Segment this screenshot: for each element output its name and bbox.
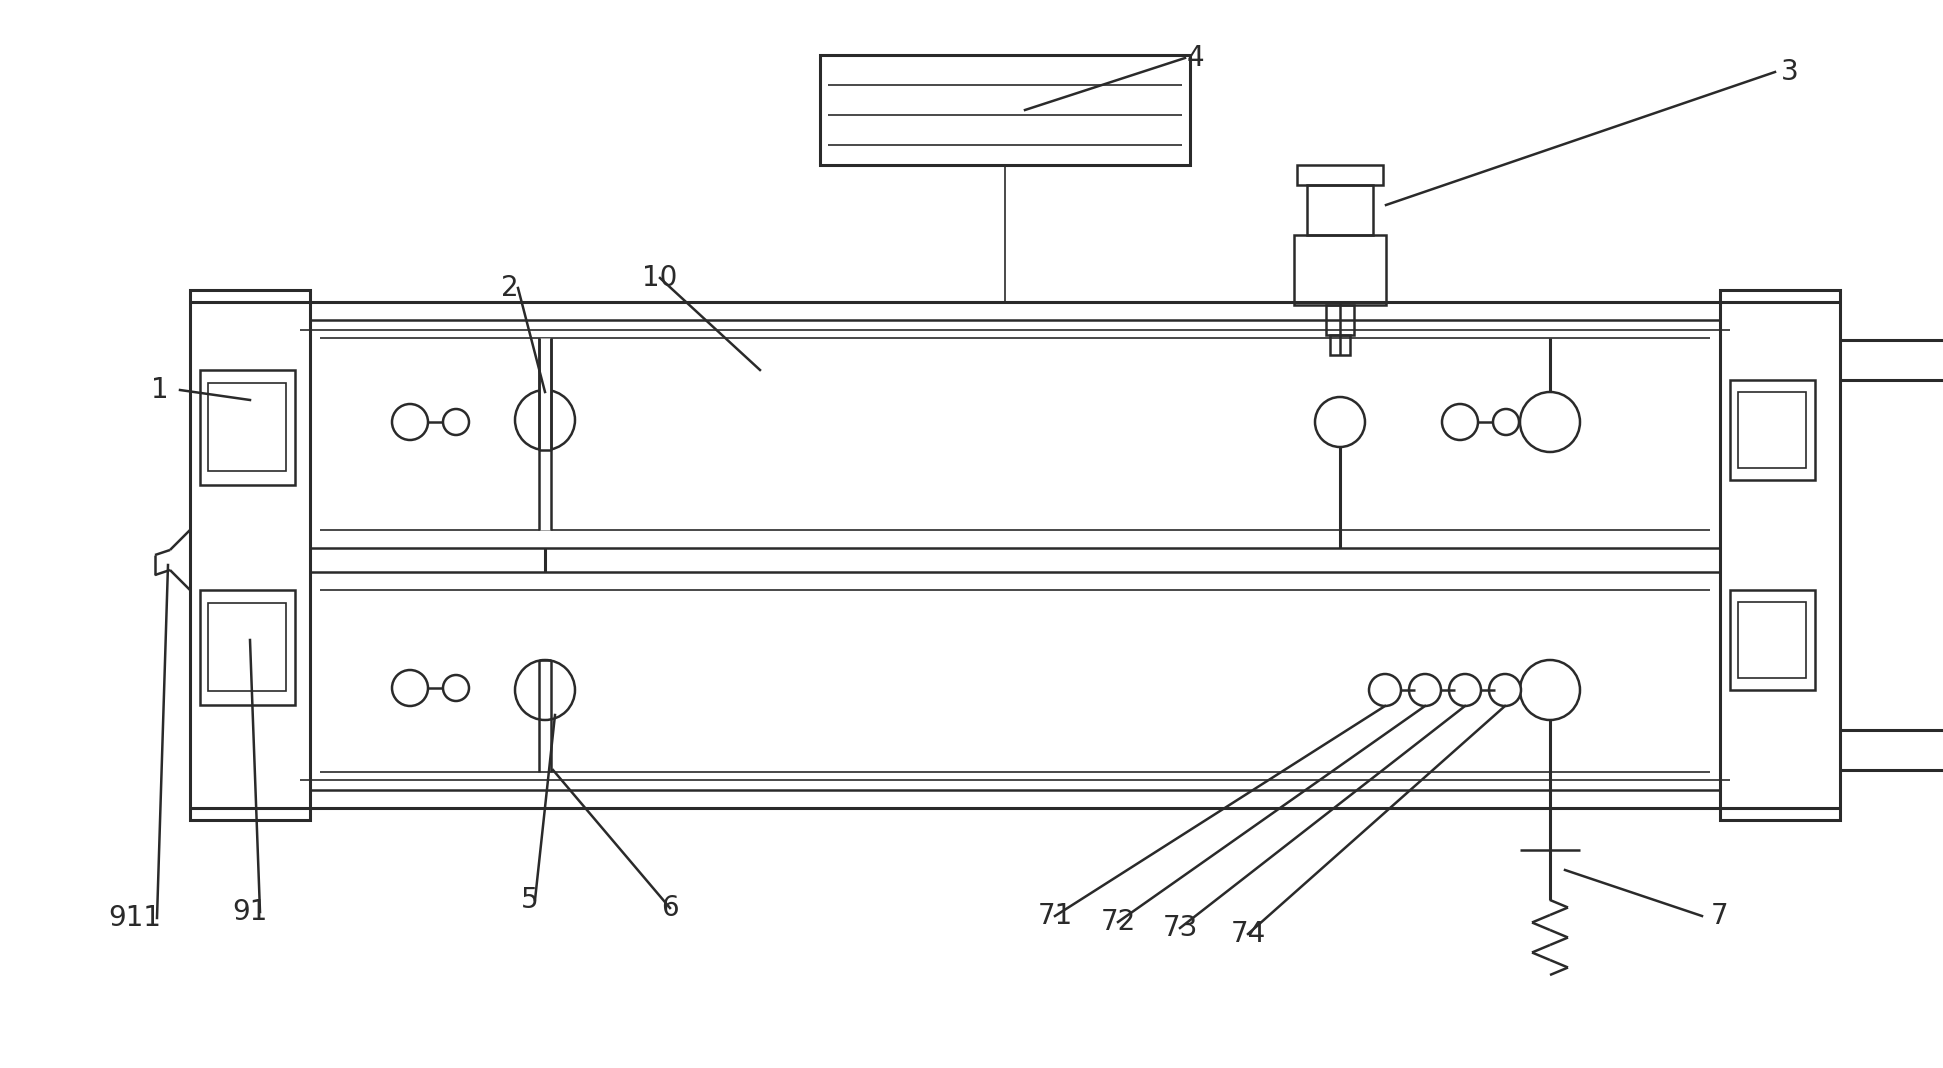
Circle shape: [443, 409, 468, 435]
Text: 74: 74: [1230, 920, 1265, 948]
Bar: [1737, 392, 1805, 468]
Bar: [311, 320, 1720, 548]
Circle shape: [1519, 392, 1580, 452]
Circle shape: [1442, 404, 1479, 440]
Bar: [1737, 602, 1805, 678]
Bar: [1720, 290, 1840, 820]
Bar: [1294, 235, 1385, 305]
Bar: [1729, 380, 1815, 480]
Circle shape: [1519, 660, 1580, 720]
Text: 72: 72: [1100, 908, 1135, 936]
Bar: [190, 290, 311, 820]
Bar: [1331, 335, 1350, 355]
Text: 911: 911: [109, 904, 161, 932]
Bar: [200, 590, 295, 705]
Bar: [1298, 164, 1383, 185]
Text: 73: 73: [1162, 914, 1197, 942]
Text: 3: 3: [1782, 58, 1799, 87]
Circle shape: [515, 660, 575, 720]
Circle shape: [1492, 409, 1519, 435]
Text: 10: 10: [643, 264, 678, 292]
Circle shape: [392, 404, 427, 440]
Bar: [820, 54, 1189, 164]
Bar: [311, 572, 1720, 790]
Bar: [208, 603, 286, 691]
Text: 2: 2: [501, 274, 519, 302]
Bar: [1325, 305, 1354, 335]
Bar: [208, 383, 286, 471]
Text: 5: 5: [521, 886, 538, 914]
Circle shape: [1370, 674, 1401, 706]
Text: 1: 1: [152, 376, 169, 404]
Bar: [200, 370, 295, 485]
Bar: [1729, 590, 1815, 690]
Bar: [1308, 185, 1374, 235]
Text: 6: 6: [661, 894, 678, 922]
Circle shape: [443, 675, 468, 701]
Circle shape: [515, 390, 575, 450]
Text: 71: 71: [1038, 902, 1073, 930]
Circle shape: [1409, 674, 1442, 706]
Circle shape: [1488, 674, 1521, 706]
Circle shape: [392, 670, 427, 706]
Text: 4: 4: [1185, 44, 1205, 72]
Circle shape: [1315, 397, 1366, 447]
Text: 7: 7: [1712, 902, 1729, 930]
Text: 91: 91: [233, 898, 268, 926]
Circle shape: [1449, 674, 1481, 706]
